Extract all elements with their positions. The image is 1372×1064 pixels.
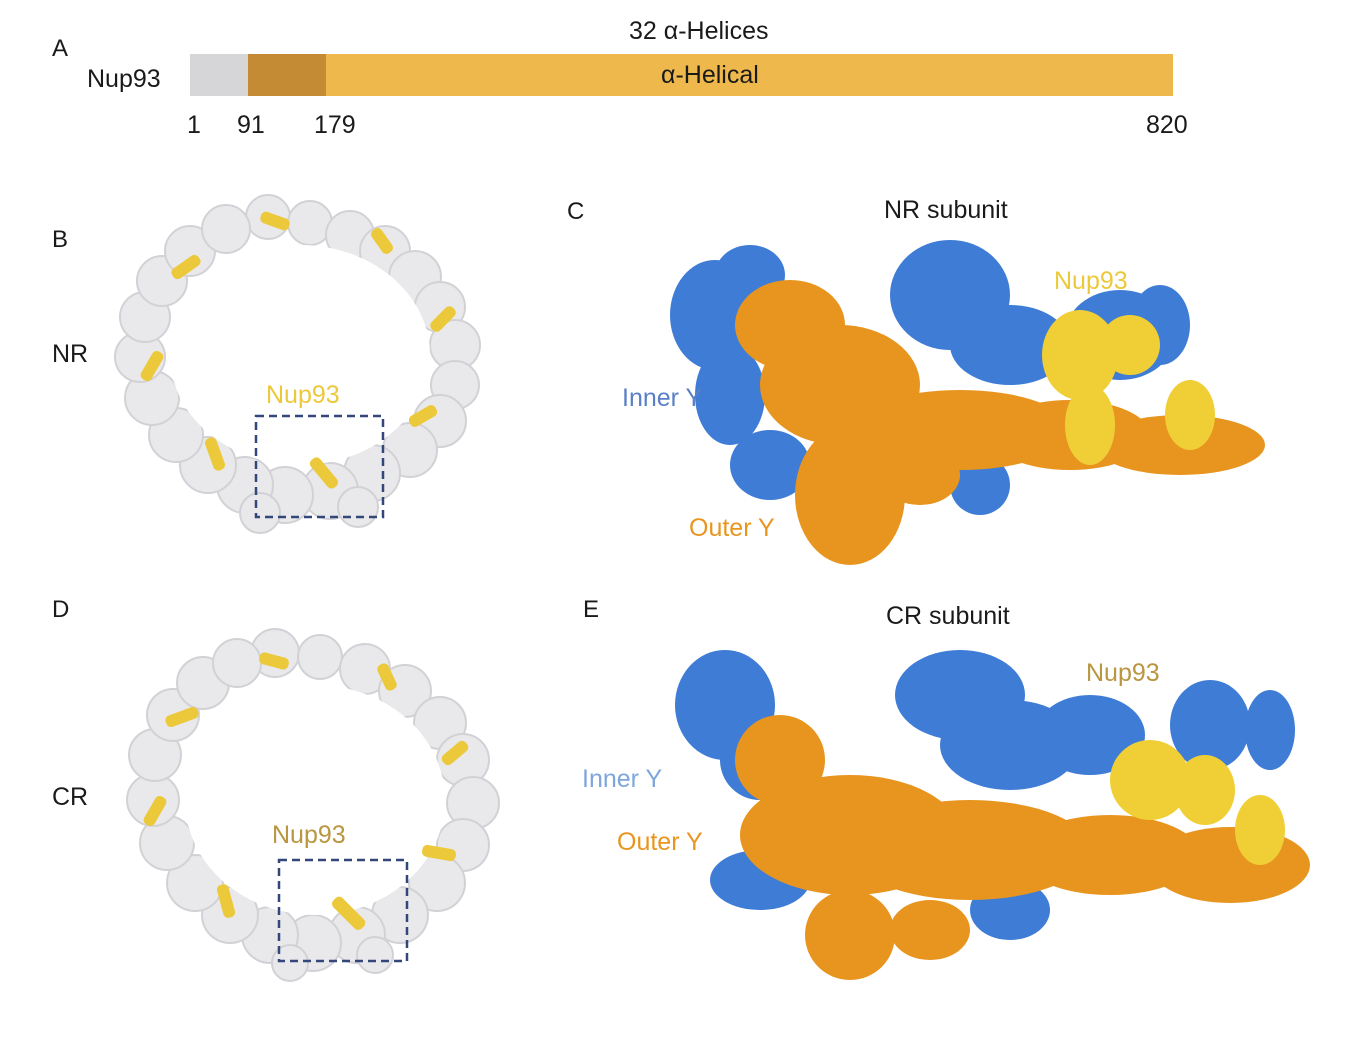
panel-e-letter: E xyxy=(583,596,600,623)
helical-segment xyxy=(326,54,1173,96)
cr-inner-y-label: Inner Y xyxy=(582,765,663,793)
nr-nup93-label: Nup93 xyxy=(266,381,340,409)
cr-subunit-map xyxy=(675,650,1310,980)
cr-subunit-title: CR subunit xyxy=(886,602,1010,630)
cr-ring-label: CR xyxy=(52,783,89,811)
cr-nup93-label: Nup93 xyxy=(272,821,346,849)
position-820: 820 xyxy=(1146,111,1188,139)
cr-subunit-nup93-label: Nup93 xyxy=(1086,659,1160,687)
linker-segment xyxy=(248,54,326,96)
position-1: 1 xyxy=(187,111,201,139)
panel-c-letter: C xyxy=(567,198,585,225)
n-terminal-segment xyxy=(190,54,248,96)
nr-ring-label: NR xyxy=(52,340,89,368)
nr-outer-y-label: Outer Y xyxy=(689,514,775,542)
nr-subunit-nup93-label: Nup93 xyxy=(1054,267,1128,295)
nr-subunit-map xyxy=(670,240,1265,565)
position-91: 91 xyxy=(237,111,265,139)
cr-ring-map xyxy=(126,628,500,982)
panel-b-letter: B xyxy=(52,226,69,253)
nr-inner-y-label: Inner Y xyxy=(622,384,703,412)
nr-subunit-title: NR subunit xyxy=(884,196,1008,224)
cr-outer-y-label: Outer Y xyxy=(617,828,703,856)
nr-ring-map xyxy=(114,194,481,534)
panel-d-letter: D xyxy=(52,596,70,623)
position-179: 179 xyxy=(314,111,356,139)
panel-a-letter: A xyxy=(52,35,69,62)
helix-count-label: 32 α-Helices xyxy=(629,17,769,45)
protein-label: Nup93 xyxy=(87,65,161,93)
helical-domain-label: α-Helical xyxy=(661,61,759,89)
